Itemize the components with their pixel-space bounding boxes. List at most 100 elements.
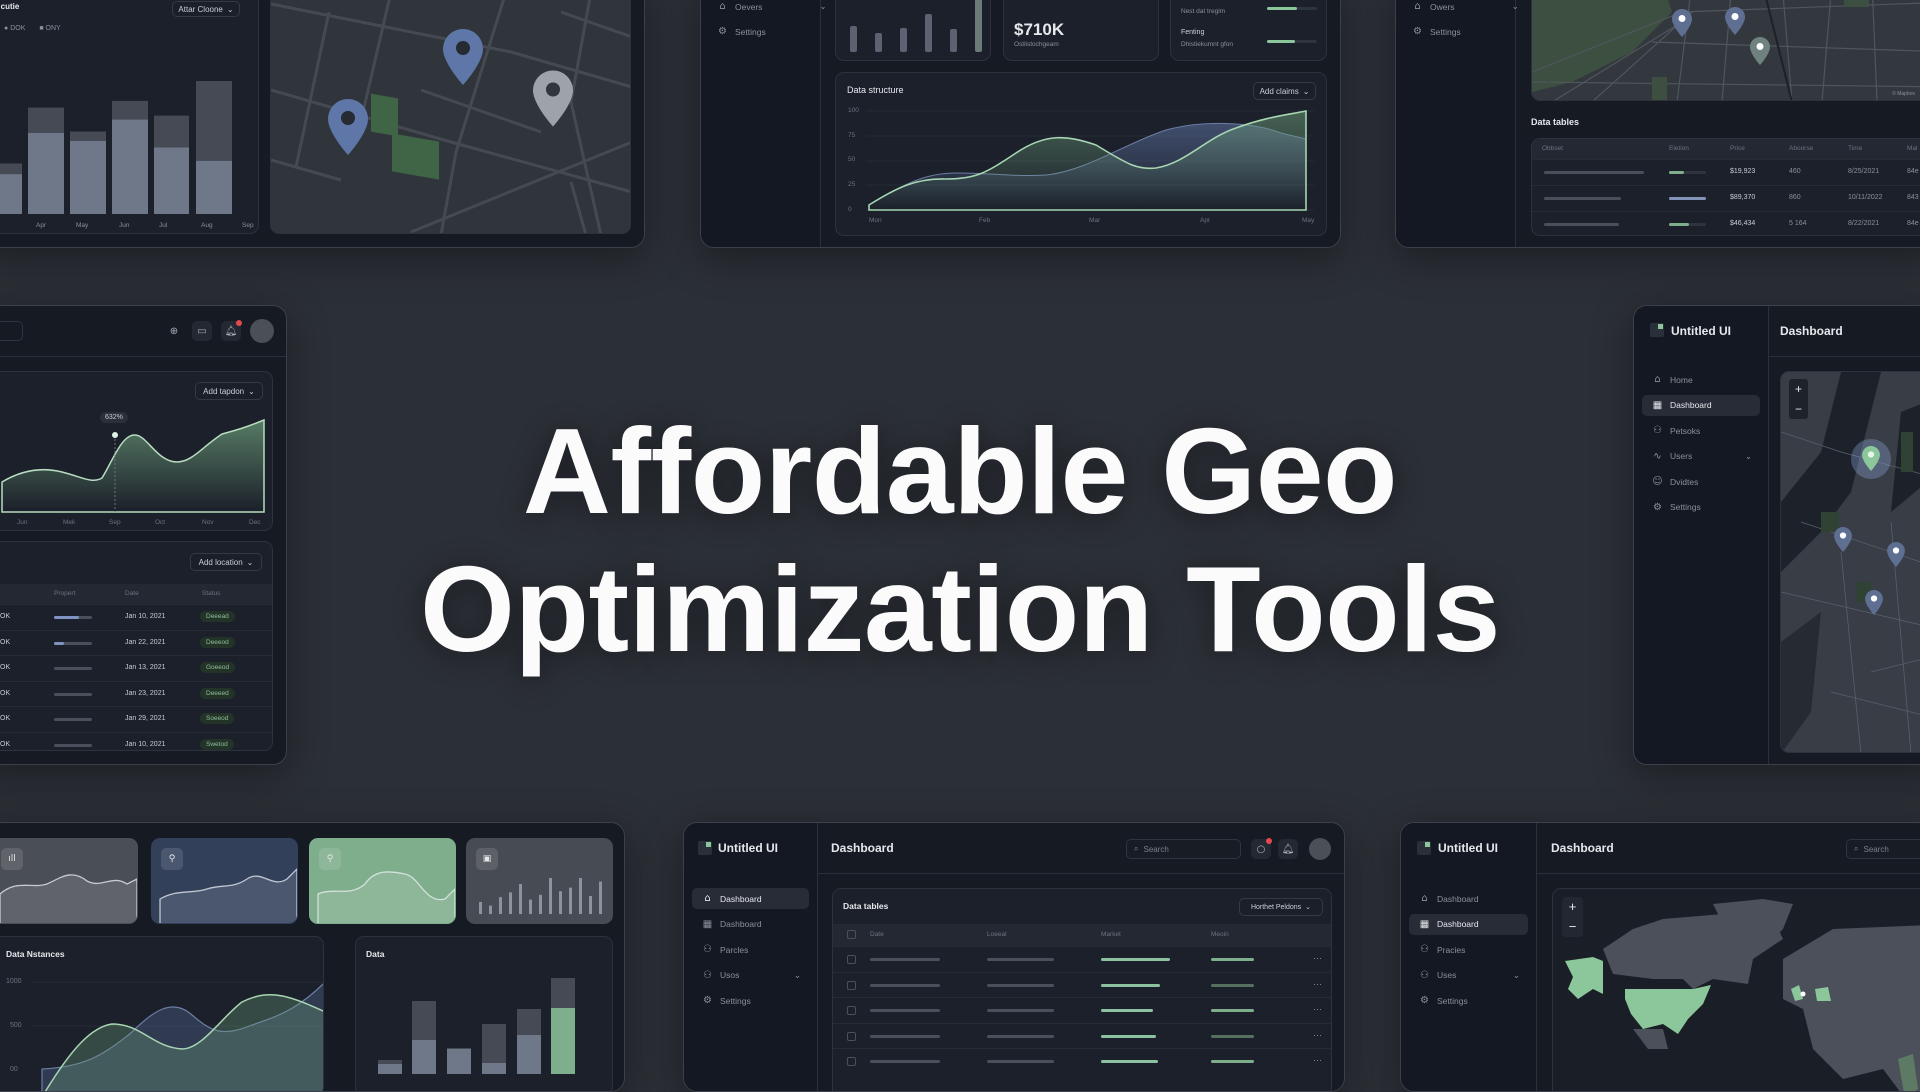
search-input[interactable]: ⌕ Search [1846,839,1920,859]
location-pin-icon[interactable] [443,29,483,85]
table-row[interactable]: $89,370 860 10/11/2022 843 [1532,185,1920,211]
location-pin-icon[interactable] [1750,37,1770,65]
sidebar-item-owers[interactable]: ⌂ Owers ⌄ [1402,0,1518,17]
sidebar-item-home[interactable]: ⌂ Home [1642,369,1760,390]
sidebar-item-dashboard[interactable]: ⌂ Dashboard [1409,888,1528,909]
notification-icon[interactable]: ○ [1251,839,1271,859]
zoom-out-button[interactable]: − [1568,919,1577,934]
table-row[interactable]: OK Jan 13, 2021 Goeeod [0,655,272,681]
more-options-icon[interactable]: ··· [1313,953,1322,963]
column-header[interactable]: Obbset [1542,145,1563,152]
row-checkbox[interactable] [847,1006,856,1016]
stat-card[interactable]: ▣ [466,838,613,924]
stat-card[interactable]: ⚲ [151,838,298,924]
sidebar-item-settings[interactable]: ⚙ Settings [1642,497,1760,518]
add-claims-button[interactable]: Add claims ⌄ [1253,82,1316,100]
zoom-in-button[interactable]: + [1568,899,1577,914]
zoom-in-button[interactable]: + [1794,382,1802,396]
bar-segment-lower [70,140,106,214]
bell-icon[interactable]: 🔔︎ [221,321,241,341]
row-checkbox[interactable] [847,980,856,990]
more-options-icon[interactable]: ··· [1313,978,1322,989]
stat-card[interactable]: ıll [0,838,138,924]
world-map-shapes[interactable] [1553,889,1920,1092]
table-row[interactable]: OK Jan 22, 2021 Deeeod [0,629,272,656]
table-row[interactable]: ··· [833,946,1331,972]
zoom-out-button[interactable]: − [1794,402,1802,416]
location-pin-icon[interactable] [1672,9,1692,37]
search-input[interactable]: ⌕ Search [1126,839,1241,859]
chart-dropdown[interactable]: Attar Cloone ⌄ [172,1,240,17]
table-row[interactable]: OK Jan 29, 2021 Soeeod [0,706,272,732]
column-header[interactable]: Price [1730,145,1745,152]
avatar[interactable] [250,319,274,343]
sidebar-item-settings[interactable]: ⚙ Settings [1402,21,1461,42]
select-all-checkbox[interactable] [847,930,856,939]
table-row[interactable]: OK Jan 10, 2021 Deeead [0,604,272,630]
table-row[interactable]: $19,923 460 8/25/2021 84e [1532,159,1920,185]
sidebar-item-pracies[interactable]: ⚇ Pracies [1409,939,1528,960]
add-location-button[interactable]: Add location ⌄ [190,553,262,571]
location-pin-icon[interactable] [328,99,368,155]
column-header[interactable]: Status [202,590,221,597]
column-header[interactable]: Meoin [1211,931,1229,938]
world-map[interactable]: + − [1552,888,1920,1092]
globe-icon[interactable]: ⊕ [169,325,179,337]
location-pin-icon[interactable] [1725,7,1745,35]
sidebar-item-users[interactable]: ∿ Users ⌄ [1642,446,1760,467]
stat-card[interactable]: ⚲ [309,838,456,924]
column-header[interactable]: Date [870,931,884,938]
table-row[interactable]: OK Jan 23, 2021 Deeeed [0,680,272,707]
table-row[interactable]: ··· [833,971,1331,998]
sidebar-item-settings[interactable]: ⚙ Settings [1409,990,1528,1011]
column-header[interactable]: Aboorse [1789,145,1814,152]
sidebar-item-dashboard[interactable]: ▦ Dashboard [1409,913,1528,935]
street-map[interactable] [1781,372,1920,753]
row-checkbox[interactable] [847,1057,856,1067]
sidebar-item-settings[interactable]: ⚙ Settings [692,990,809,1011]
row-checkbox[interactable] [847,955,856,964]
sidebar-item-settings[interactable]: ⚙ Settings [707,21,766,42]
sidebar-item-uses[interactable]: ⚇ Uses ⌄ [1409,965,1528,986]
sidebar-item-dashboard[interactable]: ⌂ Dashboard [692,888,809,909]
sidebar-item-dashboard[interactable]: ▦ Dashboard [1642,394,1760,416]
table-row[interactable]: ··· [833,1022,1331,1049]
column-header[interactable]: Eletion [1669,145,1689,152]
column-header[interactable]: Time [1848,145,1863,152]
map-card[interactable] [270,0,631,234]
filter-dropdown[interactable]: Horthet Peldons ⌄ [1239,898,1323,916]
more-options-icon[interactable]: ··· [1313,1029,1322,1040]
column-header[interactable]: Mal [1907,145,1918,152]
column-header[interactable]: Propert [54,590,76,597]
sidebar-item-oevers[interactable]: ⌂ Oevers ⌄ [707,0,826,17]
more-options-icon[interactable]: ··· [1313,1055,1322,1066]
location-pin-icon[interactable] [1862,446,1880,471]
message-icon[interactable]: ▭ [192,321,212,341]
sidebar-item-parcles[interactable]: ⚇ Parcles [692,939,809,960]
table-row[interactable]: $46,434 5 164 8/22/2021 84e [1532,211,1920,235]
table-row[interactable]: OK Jan 10, 2021 Swetod [0,732,272,750]
column-header[interactable]: Market [1101,931,1121,938]
table-row[interactable]: ··· [833,1048,1331,1074]
sidebar-item-dashboard[interactable]: ▦ Dashboard [692,914,809,935]
location-pin-icon[interactable] [533,70,573,127]
table-row[interactable]: ··· [833,997,1331,1023]
avatar[interactable] [1309,838,1331,860]
sidebar-item-dvidtes[interactable]: ☺ Dvidtes [1642,471,1760,492]
city-map[interactable]: © Mapbox [1531,0,1920,101]
text-placeholder [987,1034,1054,1038]
sidebar-item-usos[interactable]: ⚇ Usos ⌄ [692,965,809,986]
location-pin-icon[interactable] [1834,527,1852,552]
city-map[interactable]: + − [1780,371,1920,753]
column-header[interactable]: Loeeal [987,931,1007,938]
column-header[interactable]: Date [125,590,139,597]
bell-icon[interactable]: 🔔︎ [1278,839,1298,859]
search-input[interactable] [0,321,23,341]
location-pin-icon[interactable] [1865,590,1883,615]
add-tapdon-button[interactable]: Add tapdon ⌄ [195,382,263,400]
chevron-down-icon: ⌄ [1302,86,1310,96]
row-checkbox[interactable] [847,1031,856,1041]
sidebar-item-petsoks[interactable]: ⚇ Petsoks [1642,420,1760,441]
location-pin-icon[interactable] [1887,542,1905,567]
more-options-icon[interactable]: ··· [1313,1004,1322,1015]
